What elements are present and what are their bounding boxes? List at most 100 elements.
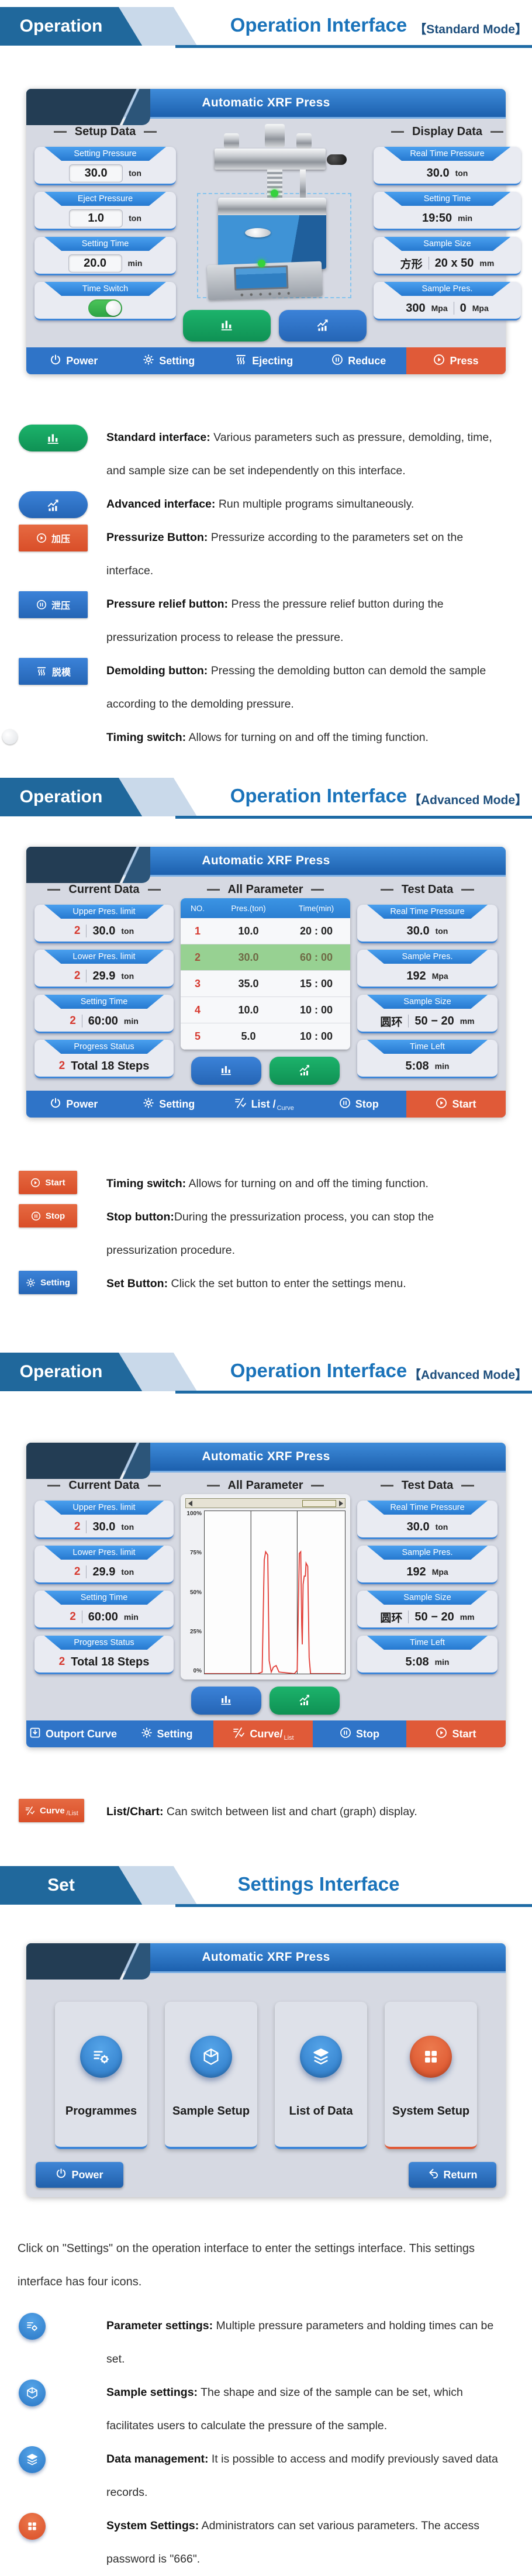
real-time-pressure-field: Real Time Pressure 30.0 ton — [357, 905, 498, 943]
pressure-curve — [205, 1552, 341, 1674]
titlebar-stripe — [26, 1471, 506, 1473]
list-of-data-card[interactable]: List of Data — [275, 2002, 367, 2149]
section-title: Operation Interface — [230, 785, 407, 806]
current-data-heading: Current Data — [34, 1477, 174, 1494]
table-row[interactable]: 4 10.0 10 : 00 — [181, 997, 350, 1023]
current-data-column: Current Data Upper Pres. limit 2 30.0 ton … — [34, 881, 174, 1085]
parameter-table-header: NO. Pres.(ton) Time(min) — [181, 898, 350, 918]
section-title: Settings Interface — [237, 1873, 400, 1895]
setting-time-display-label: Setting Time — [384, 192, 511, 206]
setting-time-field: Setting Time 2 60:00 min — [34, 1591, 174, 1629]
setting-pressure-input[interactable]: 30.0 — [69, 164, 123, 182]
titlebar-corner-tab — [26, 1443, 150, 1479]
sample-size-value: 20 x 50 — [434, 256, 474, 270]
ejecting-button[interactable]: Ejecting — [216, 347, 312, 374]
scroll-right-icon[interactable] — [339, 1500, 343, 1506]
table-row[interactable]: 1 10.0 20 : 00 — [181, 918, 350, 944]
advanced-interface-button[interactable] — [279, 310, 367, 342]
sample-size-label: Sample Size — [384, 237, 511, 251]
setup-data-column: Setup Data Setting Pressure 30.0 ton Ejec… — [34, 123, 176, 342]
legend-text: Sample settings: The shape and size of t… — [106, 2386, 463, 2432]
section-tag: Operation — [0, 7, 143, 46]
curve-list-button[interactable]: Curve/List — [213, 1720, 313, 1747]
start-button[interactable]: Start — [406, 1720, 506, 1747]
section-tag-label: Operation — [19, 1362, 103, 1381]
power-button[interactable]: Power — [26, 347, 122, 374]
stop-button[interactable]: Stop — [313, 1720, 406, 1747]
time-switch-toggle[interactable] — [88, 299, 122, 317]
legend-item: Curve/List List/Chart: Can switch betwee… — [19, 1795, 516, 1829]
return-button[interactable]: Return — [409, 2162, 496, 2188]
outport-curve-button[interactable]: Outport Curve — [26, 1720, 120, 1747]
real-time-pressure-field: Real Time Pressure 30.0 ton — [374, 147, 521, 185]
legend-text: Standard interface: Various parameters s… — [106, 431, 492, 477]
stop-button-icon: Stop — [19, 1204, 77, 1227]
bar-chart-icon — [219, 1063, 233, 1080]
legend-item: Data management: It is possible to acces… — [19, 2443, 516, 2509]
section-underline — [175, 816, 532, 819]
advanced-interface-button[interactable] — [270, 1687, 340, 1715]
current-data-heading: Current Data — [34, 881, 174, 898]
standard-interface-button[interactable] — [191, 1057, 261, 1085]
legend-item: 脱模 Demolding button: Pressing the demold… — [19, 654, 516, 721]
sample-pressure-actual: 0 — [460, 301, 467, 315]
table-row[interactable]: 5 5.0 10 : 00 — [181, 1023, 350, 1050]
setting-time-input[interactable]: 20.0 — [68, 254, 122, 273]
legend-item: System Settings: Administrators can set … — [19, 2509, 516, 2576]
press-circle-icon — [433, 354, 445, 368]
system-setup-card[interactable]: System Setup — [385, 2002, 477, 2149]
sample-shape-value: 圆环 — [380, 1016, 403, 1029]
card-label: System Setup — [392, 2105, 470, 2118]
section-underline — [175, 45, 532, 48]
bar-chart-icon — [219, 1692, 233, 1709]
table-row-active[interactable]: 2 30.0 60 : 00 — [181, 944, 350, 971]
programmes-card[interactable]: Programmes — [55, 2002, 147, 2149]
real-time-pressure-value: 30.0 — [426, 166, 450, 180]
standard-interface-button[interactable] — [183, 310, 271, 342]
setting-button[interactable]: Setting — [122, 347, 217, 374]
setting-button[interactable]: Setting — [122, 1091, 217, 1118]
card-label: Programmes — [65, 2105, 137, 2118]
standard-interface-button[interactable] — [191, 1687, 261, 1715]
power-button[interactable]: Power — [36, 2162, 123, 2188]
start-button[interactable]: Start — [406, 1091, 506, 1118]
pressurize-button-icon: 加压 — [19, 525, 88, 551]
sample-size-field: Sample Size 圆环 50 − 20 mm — [357, 1591, 498, 1629]
section-tag: Operation — [0, 778, 143, 816]
bar-chart-icon — [219, 317, 234, 335]
card-label: List of Data — [289, 2105, 353, 2118]
table-row[interactable]: 3 35.0 15 : 00 — [181, 971, 350, 997]
standard-mode-legend: Standard interface: Various parameters s… — [0, 421, 532, 754]
setting-button[interactable]: Setting — [120, 1720, 213, 1747]
system-settings-icon — [19, 2513, 46, 2540]
legend-text: Timing switch: Allows for turning on and… — [106, 731, 429, 744]
scroll-thumb[interactable] — [302, 1499, 336, 1507]
power-button[interactable]: Power — [26, 1091, 122, 1118]
section-tag-label: Operation — [19, 16, 103, 36]
chart-scrollbar[interactable] — [185, 1498, 346, 1508]
callout-dot — [271, 189, 278, 197]
eject-pressure-input[interactable]: 1.0 — [69, 209, 123, 227]
all-parameter-heading: All Parameter — [181, 1477, 350, 1494]
gear-icon — [143, 354, 154, 368]
sample-size-field: Sample Size 圆环 50 − 20 mm — [357, 995, 498, 1033]
unit-label: min — [127, 258, 143, 268]
bottom-nav: Power Setting List / Curve Stop Start — [26, 1091, 506, 1118]
legend-item: Setting Set Button: Click the set button… — [19, 1267, 516, 1301]
advanced-interface-button[interactable] — [270, 1057, 340, 1085]
display-data-heading: Display Data — [374, 123, 521, 140]
all-parameter-heading: All Parameter — [181, 881, 350, 898]
progress-status-field: Progress Status 2 Total 18 Steps — [34, 1040, 174, 1078]
export-icon — [29, 1727, 41, 1742]
reduce-button[interactable]: Reduce — [312, 347, 407, 374]
pressure-chart: 100% 75% 50% 25% 0% — [181, 1494, 350, 1680]
stop-button[interactable]: Stop — [312, 1091, 407, 1118]
setting-pressure-label: Setting Pressure — [44, 147, 167, 161]
unit-label: ton — [129, 213, 141, 223]
legend-item: Stop Stop button:During the pressurizati… — [19, 1201, 516, 1267]
list-curve-button[interactable]: List / Curve — [216, 1091, 312, 1118]
section-underline — [175, 1904, 532, 1907]
press-button[interactable]: Press — [406, 347, 506, 374]
scroll-left-icon[interactable] — [188, 1500, 192, 1506]
sample-setup-card[interactable]: Sample Setup — [165, 2002, 257, 2149]
